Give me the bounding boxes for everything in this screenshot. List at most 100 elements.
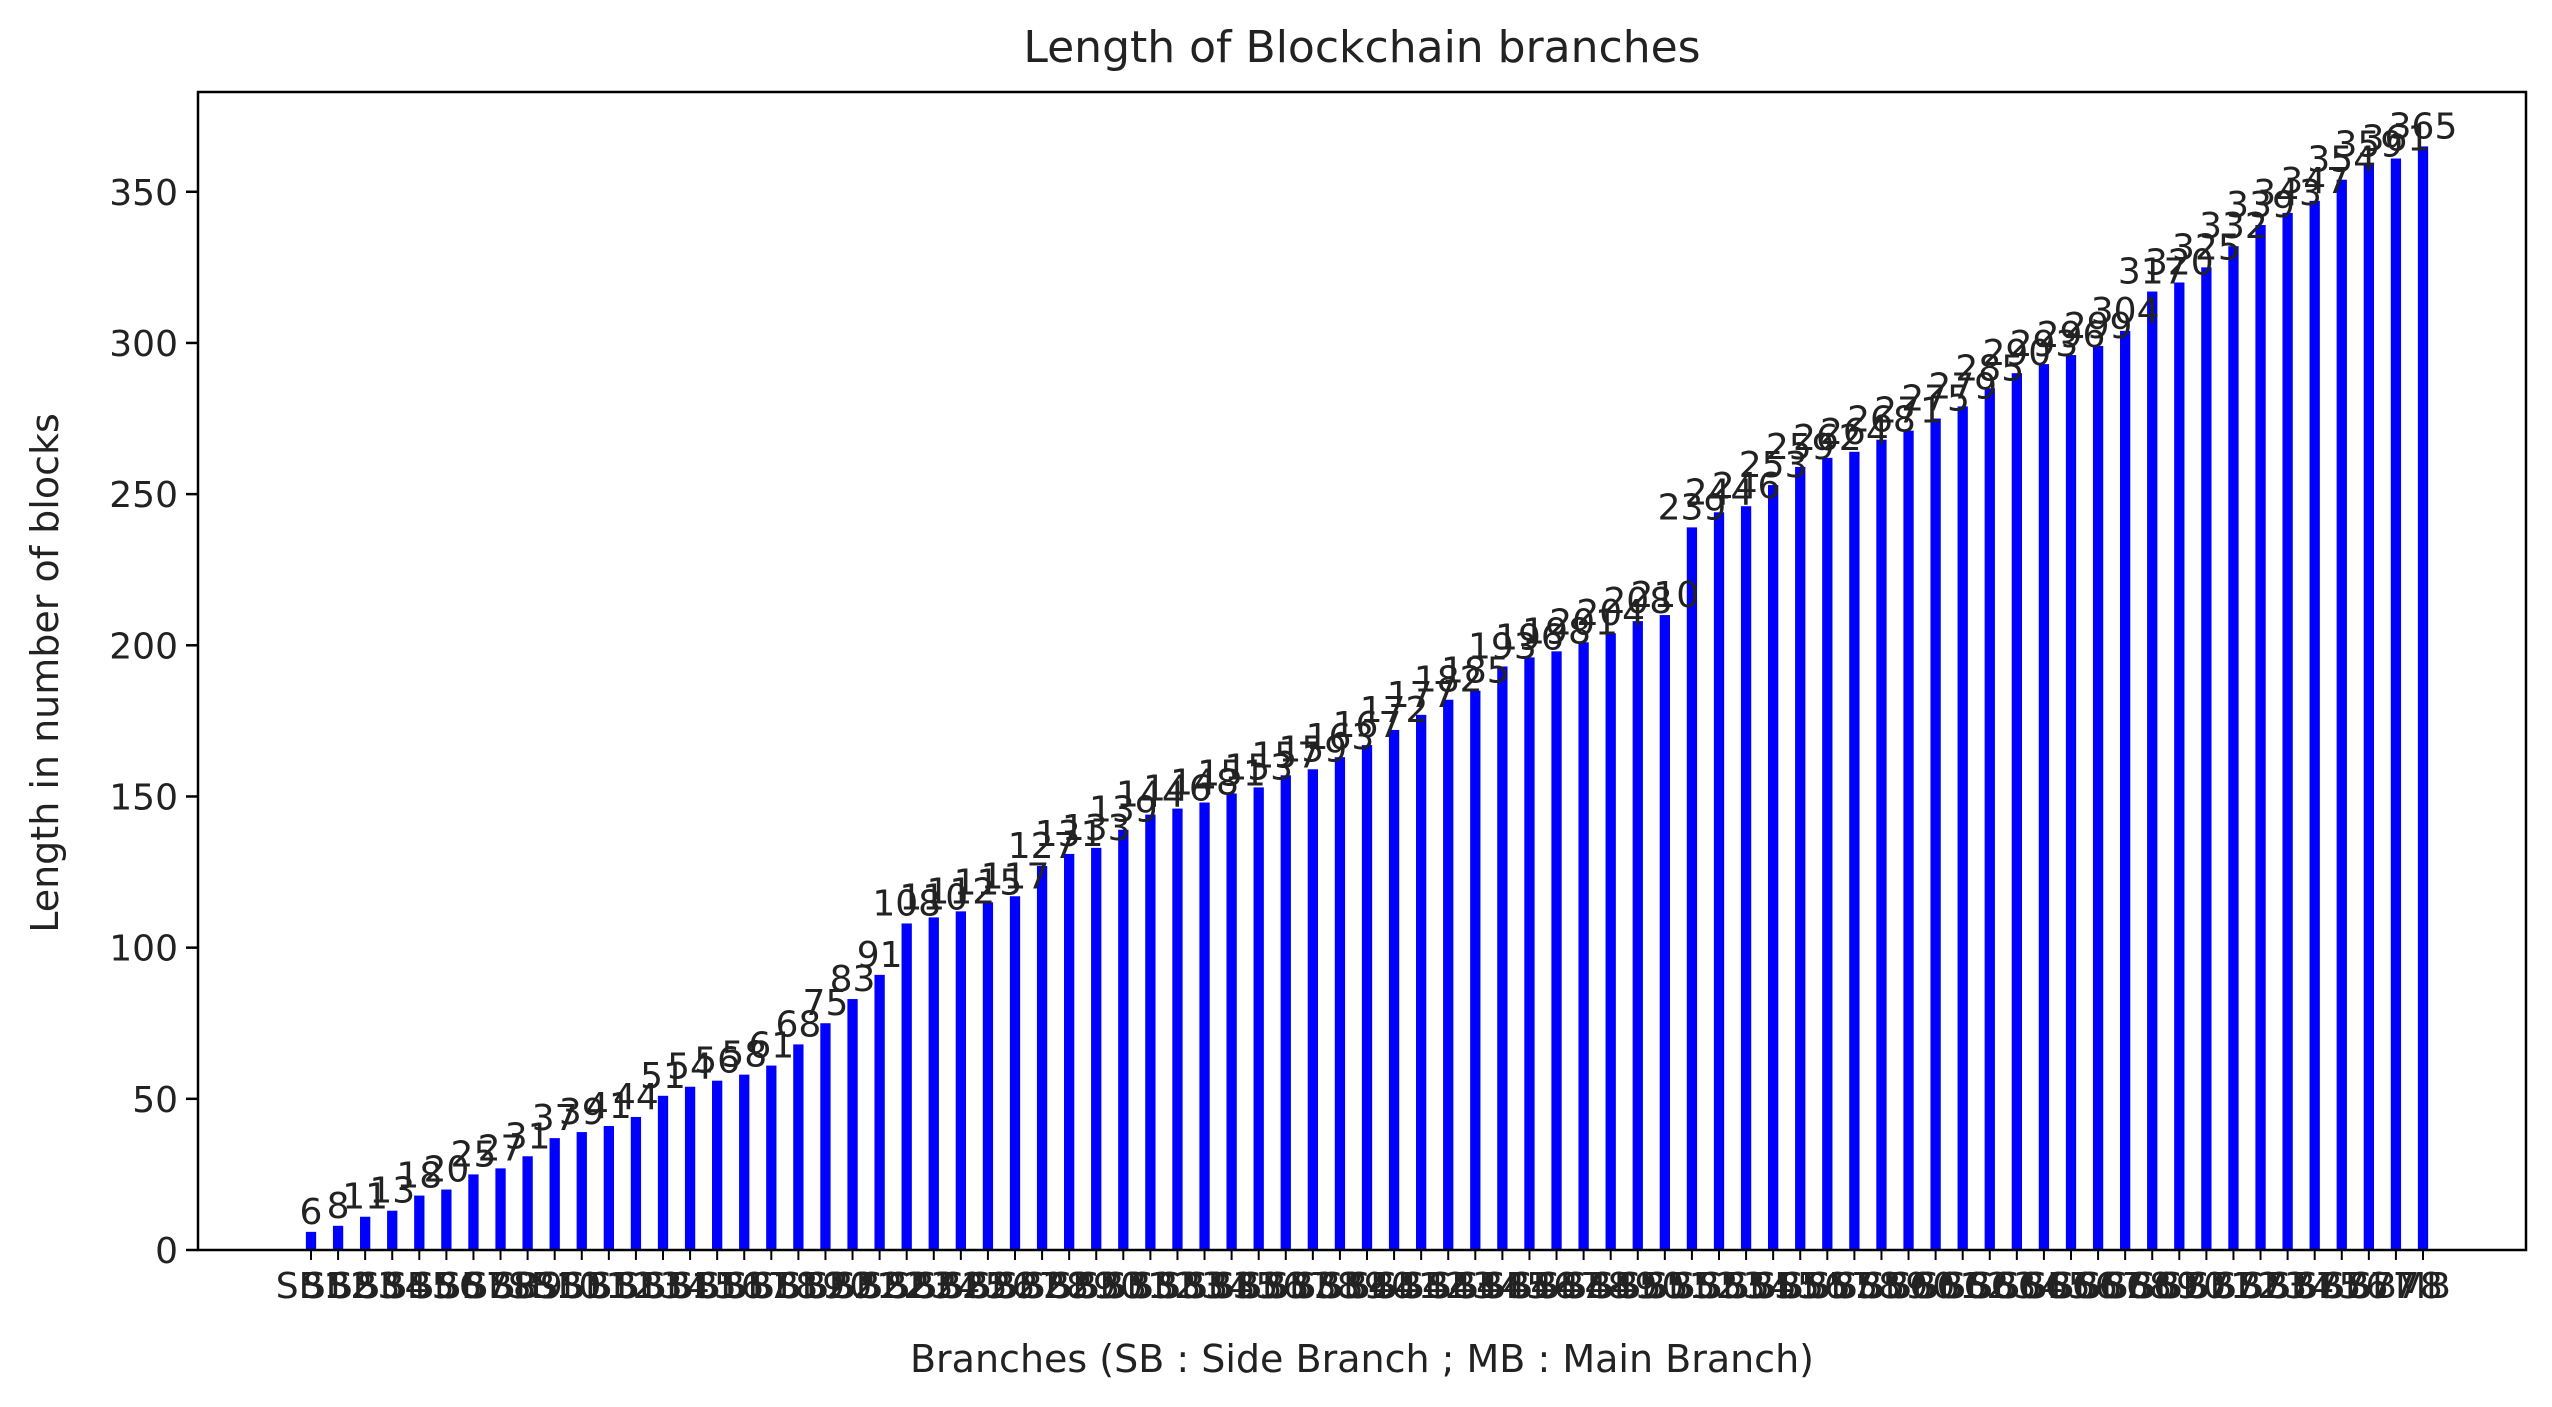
bar-value-label: 185	[1441, 651, 1510, 692]
bar	[793, 1044, 804, 1250]
bar	[1713, 512, 1725, 1250]
x-tick-label: SB63	[1943, 1266, 2036, 1307]
bar	[603, 1126, 614, 1250]
bar-value-label: 177	[1387, 675, 1456, 716]
bar	[2147, 291, 2158, 1250]
x-tick-label: SB40	[1320, 1266, 1413, 1307]
bar	[955, 911, 966, 1250]
bar-value-label: 157	[1251, 735, 1320, 776]
x-tick-label: SB29	[1022, 1266, 1115, 1307]
bar-value-label: 354	[2307, 140, 2376, 181]
bar	[1551, 651, 1562, 1250]
bar-value-label: 41	[586, 1086, 632, 1127]
y-tick-label: 300	[109, 324, 178, 365]
bar-value-label: 365	[2389, 106, 2458, 147]
bar-value-label: 271	[1874, 391, 1943, 432]
y-tick-label: 200	[109, 626, 178, 667]
x-tick-label: SB48	[1537, 1266, 1630, 1307]
x-tick-label: SB73	[2214, 1266, 2307, 1307]
bar-value-label: 317	[2118, 252, 2187, 293]
bar-value-label: 290	[1982, 333, 2051, 374]
bar	[1632, 621, 1643, 1250]
bar-value-label: 198	[1522, 611, 1591, 652]
x-tick-label: SB53	[1672, 1266, 1765, 1307]
bar	[2390, 158, 2402, 1250]
x-tick-label: SB38	[1266, 1266, 1359, 1307]
bar	[1930, 418, 1941, 1251]
x-tick-label: SB42	[1374, 1266, 1467, 1307]
bar-value-label: 293	[2010, 324, 2079, 365]
bar-value-label: 133	[1062, 808, 1131, 849]
bar	[2065, 355, 2077, 1250]
bar	[2255, 225, 2266, 1250]
bar-value-label: 58	[721, 1035, 767, 1076]
bar	[712, 1080, 723, 1250]
bar-value-label: 332	[2199, 206, 2268, 247]
bar	[2336, 179, 2347, 1251]
x-tick-label: SB25	[914, 1266, 1007, 1307]
x-tick-label: SB55	[1726, 1266, 1819, 1307]
bar-value-label: 127	[1008, 826, 1077, 867]
bar	[1118, 829, 1129, 1250]
bar-value-label: 153	[1224, 747, 1293, 788]
x-tick-label: SB44	[1429, 1266, 1522, 1307]
bar	[522, 1156, 533, 1250]
bar	[1388, 729, 1400, 1250]
bar-value-label: 151	[1197, 753, 1266, 794]
bar	[1740, 506, 1752, 1250]
bar-value-label: 115	[954, 862, 1023, 903]
y-tick-label: 50	[132, 1080, 178, 1121]
x-tick-label: SB36	[1212, 1266, 1305, 1307]
x-tick-label: SB27	[968, 1266, 1061, 1307]
bar	[1578, 642, 1589, 1250]
bar-value-label: 117	[981, 856, 1050, 897]
bar	[360, 1216, 371, 1250]
bar-value-label: 54	[667, 1047, 713, 1088]
x-tick-label: SB21	[806, 1266, 899, 1307]
bar-value-label: 210	[1630, 575, 1699, 616]
bar	[1903, 430, 1914, 1251]
x-tick-label: SB15	[643, 1266, 736, 1307]
bar	[1984, 388, 1995, 1251]
bar	[820, 1023, 831, 1250]
bar	[1280, 775, 1291, 1250]
x-tick-label: SB52	[1645, 1266, 1738, 1307]
x-tick-label: SB34	[1158, 1266, 1251, 1307]
bar-value-label: 11	[342, 1177, 388, 1218]
x-tick-label: SB51	[1618, 1266, 1711, 1307]
bar	[1470, 690, 1481, 1250]
x-tick-label: SB49	[1564, 1266, 1657, 1307]
bar-value-label: 148	[1170, 763, 1239, 804]
bar-value-label: 159	[1278, 729, 1347, 770]
bar	[1253, 787, 1264, 1250]
x-tick-label: SB20	[779, 1266, 872, 1307]
bar	[1064, 853, 1075, 1250]
bar	[739, 1074, 750, 1250]
bar-value-label: 246	[1712, 466, 1781, 507]
bar	[1361, 745, 1373, 1250]
bar	[305, 1231, 317, 1250]
bar-value-label: 239	[1658, 487, 1727, 528]
bar	[495, 1168, 506, 1250]
bar	[1686, 527, 1698, 1250]
x-tick-label: SB41	[1347, 1266, 1440, 1307]
bar	[332, 1225, 344, 1250]
bar	[1036, 866, 1048, 1250]
bar-value-label: 61	[748, 1026, 794, 1067]
x-tick-label: SB13	[589, 1266, 682, 1307]
bar	[1199, 802, 1210, 1250]
bar-value-label: 51	[640, 1056, 686, 1097]
x-tick-label: SB39	[1293, 1266, 1386, 1307]
bar-value-label: 361	[2362, 119, 2431, 160]
bar-value-label: 27	[478, 1128, 524, 1169]
x-tick-label: SB12	[562, 1266, 655, 1307]
x-tick-label: SB1	[276, 1266, 346, 1307]
x-tick-label: SB23	[860, 1266, 953, 1307]
bar-value-label: 20	[423, 1150, 469, 1191]
bar	[1091, 847, 1102, 1250]
bar-value-label: 83	[830, 959, 876, 1000]
bar-value-label: 204	[1576, 593, 1645, 634]
bar-value-label: 262	[1793, 418, 1862, 459]
bar	[1605, 633, 1616, 1250]
bar	[2417, 146, 2429, 1250]
